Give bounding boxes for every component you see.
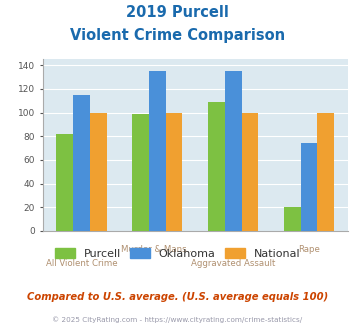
Bar: [73, 95, 90, 231]
Text: Aggravated Assault: Aggravated Assault: [191, 259, 275, 268]
Bar: [208, 102, 225, 231]
Bar: [284, 207, 301, 231]
Text: Rape: Rape: [298, 245, 320, 254]
Bar: [56, 134, 73, 231]
Legend: Purcell, Oklahoma, National: Purcell, Oklahoma, National: [50, 244, 305, 263]
Text: © 2025 CityRating.com - https://www.cityrating.com/crime-statistics/: © 2025 CityRating.com - https://www.city…: [53, 316, 302, 323]
Text: Murder & Mans...: Murder & Mans...: [121, 245, 194, 254]
Bar: [132, 114, 149, 231]
Text: Compared to U.S. average. (U.S. average equals 100): Compared to U.S. average. (U.S. average …: [27, 292, 328, 302]
Text: 2019 Purcell: 2019 Purcell: [126, 5, 229, 20]
Text: All Violent Crime: All Violent Crime: [46, 259, 117, 268]
Bar: [90, 113, 106, 231]
Bar: [225, 71, 241, 231]
Text: Violent Crime Comparison: Violent Crime Comparison: [70, 28, 285, 43]
Bar: [241, 113, 258, 231]
Bar: [166, 113, 182, 231]
Bar: [317, 113, 334, 231]
Bar: [301, 144, 317, 231]
Bar: [149, 71, 166, 231]
